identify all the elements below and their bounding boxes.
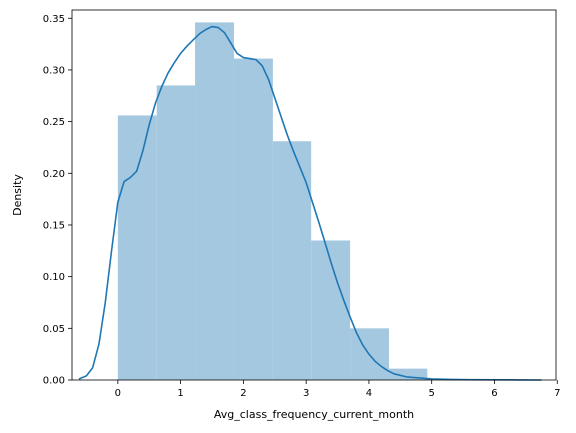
x-axis-ticks: 0 1 2 3 4 5 6 7 (115, 380, 560, 399)
x-axis-label: Avg_class_frequency_current_month (214, 408, 414, 421)
y-tick-label: 0.25 (43, 117, 65, 128)
y-tick-label: 0.05 (43, 324, 65, 335)
y-tick-label: 0.20 (43, 169, 65, 180)
histogram-bar-1 (156, 85, 196, 380)
x-tick-label: 2 (240, 388, 246, 399)
kde-line (78, 25, 542, 381)
y-tick-label: 0.30 (43, 65, 65, 76)
x-tick-label: 5 (429, 388, 435, 399)
histogram-bar-2 (195, 22, 234, 381)
histogram-bar-0 (117, 115, 157, 380)
y-tick-label: 0.00 (43, 376, 65, 387)
x-tick-label: 4 (366, 388, 372, 399)
histogram-bar-3 (233, 58, 273, 381)
y-tick-label: 0.15 (43, 220, 65, 231)
kde-curve-group (78, 25, 542, 381)
y-axis-ticks: 0.00 0.05 0.10 0.15 0.20 0.25 0.30 0.35 (43, 14, 72, 387)
histogram-bar-4 (272, 141, 312, 380)
x-tick-label: 6 (491, 388, 497, 399)
x-tick-label: 7 (554, 388, 560, 399)
x-tick-label: 0 (115, 388, 121, 399)
plot-frame (71, 9, 557, 381)
histogram-bars (117, 22, 428, 381)
y-tick-label: 0.10 (43, 272, 65, 283)
y-tick-label: 0.35 (43, 14, 65, 25)
x-tick-label: 1 (177, 388, 183, 399)
x-tick-label: 3 (303, 388, 309, 399)
histogram-bar-7 (389, 368, 428, 380)
y-axis-label: Density (11, 174, 24, 216)
